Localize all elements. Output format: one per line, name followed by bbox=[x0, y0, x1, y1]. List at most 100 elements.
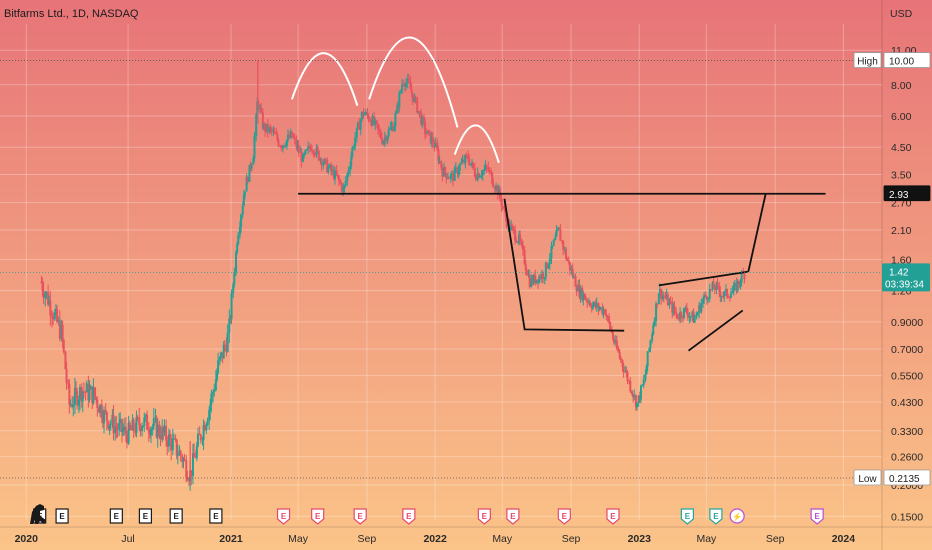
candle-body bbox=[700, 303, 703, 312]
candle-body bbox=[199, 434, 202, 441]
earnings-event-icon[interactable] bbox=[109, 508, 123, 524]
trend-line[interactable] bbox=[658, 270, 749, 287]
candle-body bbox=[374, 120, 377, 125]
candle-body bbox=[528, 274, 531, 287]
arc-annotation[interactable] bbox=[453, 124, 500, 164]
candle-body bbox=[632, 394, 635, 398]
earnings-event-icon[interactable] bbox=[311, 508, 325, 525]
candle-body bbox=[463, 159, 466, 163]
trend-line[interactable] bbox=[503, 198, 625, 332]
earnings-event-icon[interactable] bbox=[477, 508, 491, 525]
earnings-event-icon[interactable] bbox=[506, 508, 520, 525]
candle-body bbox=[444, 167, 447, 174]
candle-body bbox=[393, 125, 396, 131]
candle-body bbox=[56, 308, 59, 322]
x-axis[interactable]: 2020 Jul 2021 May Sep 2022 May Sep 2023 May Sep 202… bbox=[15, 533, 856, 545]
candle-body bbox=[78, 387, 81, 400]
candle-body bbox=[101, 418, 104, 424]
earnings-event-icon[interactable] bbox=[353, 508, 367, 525]
candle-body bbox=[440, 160, 443, 168]
earnings-event-icon[interactable] bbox=[138, 508, 153, 524]
candle-body bbox=[658, 288, 661, 294]
candle-body bbox=[497, 188, 500, 195]
arc-annotation[interactable] bbox=[291, 52, 359, 106]
candle-body bbox=[410, 89, 413, 94]
candle-body bbox=[330, 164, 333, 172]
x-tick-label: 2020 bbox=[15, 533, 39, 545]
candle-body bbox=[589, 302, 592, 306]
candle-body bbox=[565, 249, 568, 259]
earnings-event-label: E bbox=[814, 512, 820, 521]
candle-body bbox=[165, 425, 168, 441]
candle-body bbox=[60, 324, 63, 339]
earnings-event-label: E bbox=[281, 512, 287, 521]
earnings-event-label: E bbox=[406, 512, 412, 521]
candle-body bbox=[64, 351, 67, 370]
candle-body bbox=[665, 294, 668, 299]
candle-body bbox=[481, 170, 484, 176]
candle-body bbox=[555, 230, 558, 237]
candle-body bbox=[438, 160, 441, 162]
y-tick-label: 4.50 bbox=[891, 142, 912, 154]
candle-body bbox=[389, 127, 392, 130]
arc-annotation[interactable] bbox=[368, 36, 459, 128]
candle-body bbox=[87, 383, 90, 401]
candle-body bbox=[132, 419, 135, 431]
earnings-event-icon[interactable] bbox=[209, 508, 223, 524]
candle-body bbox=[653, 321, 656, 326]
earnings-event-icon[interactable] bbox=[680, 508, 694, 525]
candle-body bbox=[446, 177, 449, 179]
candle-body bbox=[188, 480, 191, 482]
candle-body bbox=[407, 78, 410, 83]
earnings-event-icon[interactable] bbox=[169, 508, 183, 524]
x-tick-label: Sep bbox=[766, 533, 785, 545]
candle-body bbox=[166, 440, 169, 447]
candle-body bbox=[202, 425, 205, 440]
candle-body bbox=[328, 164, 331, 168]
candle-body bbox=[48, 300, 51, 305]
candle-body bbox=[431, 137, 434, 145]
candle-body bbox=[531, 278, 534, 284]
candle-body bbox=[193, 453, 196, 458]
candle-body bbox=[733, 283, 736, 286]
candle-body bbox=[176, 455, 179, 457]
split-event-icon[interactable] bbox=[729, 508, 745, 524]
candle-body bbox=[605, 314, 608, 316]
candle-body bbox=[584, 293, 587, 300]
candle-body bbox=[45, 291, 48, 294]
dino-icon[interactable] bbox=[30, 504, 46, 524]
annotations bbox=[0, 36, 882, 479]
candle-body bbox=[342, 187, 345, 192]
candle-body bbox=[354, 137, 357, 147]
candle-body bbox=[615, 340, 618, 349]
candle-body bbox=[476, 173, 479, 181]
candle-body bbox=[472, 162, 475, 169]
candle-body bbox=[575, 286, 578, 292]
earnings-event-icon[interactable] bbox=[276, 508, 291, 525]
trend-line[interactable] bbox=[687, 309, 744, 352]
earnings-event-icon[interactable] bbox=[709, 508, 723, 525]
earnings-event-icon[interactable] bbox=[557, 508, 571, 525]
candle-body bbox=[216, 372, 219, 380]
trend-line[interactable] bbox=[747, 193, 767, 272]
earnings-event-icon[interactable] bbox=[402, 508, 416, 525]
candle-body bbox=[521, 244, 524, 250]
dino-shape bbox=[30, 504, 46, 524]
candle-body bbox=[606, 315, 609, 317]
earnings-event-icon[interactable] bbox=[810, 508, 824, 525]
candle-body bbox=[108, 425, 111, 429]
earnings-event-icon[interactable] bbox=[55, 508, 69, 524]
earnings-event-label: E bbox=[685, 512, 691, 521]
candle-body bbox=[163, 425, 166, 433]
y-tick-label: 0.5500 bbox=[891, 370, 923, 382]
candle-body bbox=[264, 124, 267, 132]
candle-body bbox=[237, 235, 240, 245]
candle-body bbox=[516, 241, 519, 243]
earnings-event-icon[interactable] bbox=[606, 508, 620, 525]
y-tick-label: 0.9000 bbox=[891, 317, 923, 329]
candle-body bbox=[228, 318, 231, 333]
candle-body bbox=[273, 131, 276, 134]
candle-body bbox=[736, 280, 739, 291]
candle-body bbox=[460, 162, 463, 165]
